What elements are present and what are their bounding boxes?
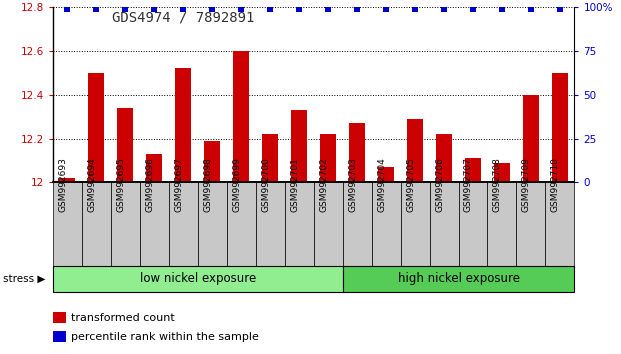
Bar [233,51,249,182]
Text: GSM992698: GSM992698 [203,158,212,212]
Bar [111,182,140,266]
Bar [349,123,365,182]
Bar [436,134,452,182]
Bar [197,182,227,266]
Bar [371,182,401,266]
Text: transformed count: transformed count [71,313,175,323]
Bar [53,266,343,292]
Text: GSM992708: GSM992708 [493,158,502,212]
Bar [256,182,284,266]
Bar [140,182,169,266]
Bar [407,119,423,182]
Bar [378,167,394,182]
Bar [545,182,574,266]
Text: GSM992703: GSM992703 [348,158,357,212]
Text: GSM992709: GSM992709 [522,158,531,212]
Text: GSM992695: GSM992695 [116,158,125,212]
Bar [204,141,220,182]
Text: high nickel exposure: high nickel exposure [397,272,520,285]
Bar [175,68,191,182]
Text: GSM992705: GSM992705 [406,158,415,212]
Bar [262,134,278,182]
Bar [284,182,314,266]
Text: GSM992710: GSM992710 [551,158,560,212]
Text: GSM992704: GSM992704 [377,158,386,212]
Text: percentile rank within the sample: percentile rank within the sample [71,332,259,342]
Bar [314,182,343,266]
Bar [458,182,487,266]
Bar [552,73,568,182]
Text: GSM992706: GSM992706 [435,158,444,212]
Bar [117,108,134,182]
Text: GSM992701: GSM992701 [290,158,299,212]
Text: GSM992694: GSM992694 [88,158,96,212]
Bar [147,154,162,182]
Bar [88,73,104,182]
Bar [53,182,82,266]
Text: GSM992700: GSM992700 [261,158,270,212]
Bar [487,182,517,266]
Text: low nickel exposure: low nickel exposure [140,272,256,285]
Bar [343,266,574,292]
Bar [343,182,371,266]
Bar [291,110,307,182]
Bar [401,182,430,266]
Text: GSM992707: GSM992707 [464,158,473,212]
Text: GDS4974 / 7892891: GDS4974 / 7892891 [112,11,255,25]
Text: GSM992697: GSM992697 [175,158,183,212]
Bar [320,134,336,182]
Text: stress ▶: stress ▶ [3,274,45,284]
Bar [53,331,66,342]
Bar [465,158,481,182]
Bar [517,182,545,266]
Text: GSM992702: GSM992702 [319,158,328,212]
Bar [494,162,510,182]
Bar [430,182,458,266]
Bar [523,95,539,182]
Bar [60,178,75,182]
Bar [169,182,197,266]
Text: GSM992699: GSM992699 [232,158,241,212]
Bar [53,312,66,323]
Bar [82,182,111,266]
Text: GSM992696: GSM992696 [145,158,154,212]
Text: GSM992693: GSM992693 [58,158,67,212]
Bar [227,182,256,266]
